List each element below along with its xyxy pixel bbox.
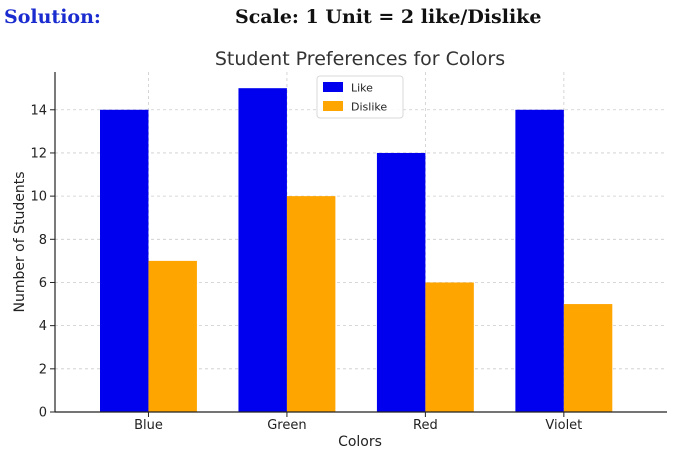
bar-dislike-violet	[563, 304, 613, 412]
y-tick-label: 14	[30, 103, 47, 118]
legend-label-like: Like	[351, 82, 373, 95]
bar-dislike-red	[425, 282, 474, 412]
y-tick-label: 0	[39, 406, 47, 421]
legend: Like Dislike	[316, 75, 404, 119]
y-tick-label: 6	[39, 276, 47, 291]
bar-like-green	[238, 88, 287, 412]
y-tick-label: 10	[30, 190, 47, 205]
x-tick-label: Green	[267, 418, 306, 433]
x-tick-label: Blue	[134, 418, 163, 433]
y-tick-label: 12	[30, 146, 47, 161]
y-axis-title: Number of Students	[12, 171, 28, 312]
y-tick-label: 2	[39, 362, 47, 377]
bar-dislike-green	[286, 196, 336, 412]
x-tick-label: Violet	[545, 418, 582, 433]
bars-layer	[100, 88, 613, 413]
bar-like-violet	[515, 109, 564, 413]
legend-swatch-dislike	[323, 101, 343, 111]
bar-like-blue	[100, 109, 149, 413]
x-axis-title: Colors	[338, 434, 382, 450]
y-tick-label: 4	[39, 319, 47, 334]
x-tick-label: Red	[413, 418, 438, 433]
legend-swatch-like	[323, 82, 343, 92]
bar-like-red	[376, 152, 426, 412]
y-tick-label: 8	[39, 233, 47, 248]
axes-layer: 0 2 4 6 8 10 12 14 Blue Green Red Violet	[30, 72, 667, 433]
bar-dislike-blue	[148, 260, 197, 412]
legend-label-dislike: Dislike	[351, 101, 387, 114]
scale-label: Scale: 1 Unit = 2 like/Dislike	[235, 6, 542, 28]
solution-label: Solution:	[4, 6, 101, 28]
chart-title: Student Preferences for Colors	[215, 48, 505, 70]
